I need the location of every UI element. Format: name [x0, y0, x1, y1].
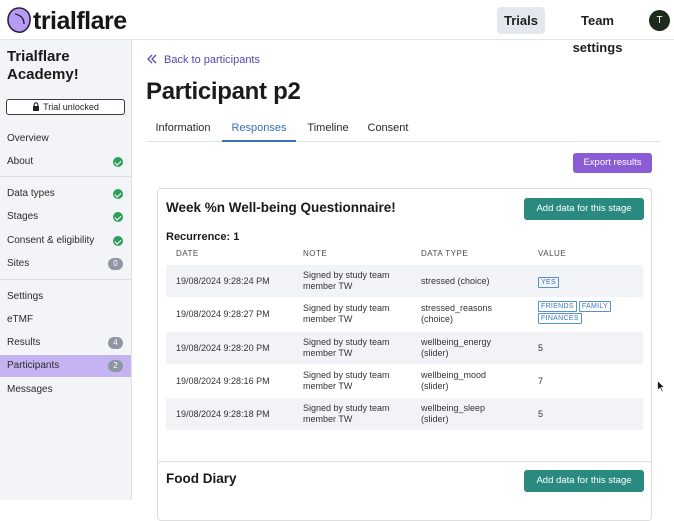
- cell-value: YES: [538, 276, 561, 289]
- sidebar-item-results[interactable]: Results 4: [0, 332, 131, 354]
- cell-date: 19/08/2024 9:28:18 PM: [176, 409, 270, 419]
- table-row: 19/08/2024 9:28:18 PM Signed by study te…: [166, 398, 643, 430]
- trialflare-logo-icon[interactable]: [6, 6, 32, 34]
- cell-note: Signed by study team member TW: [303, 303, 390, 324]
- cell-value: 7: [538, 376, 544, 386]
- stage-title: Week %n Well-being Questionnaire!: [166, 200, 396, 215]
- table-row: 19/08/2024 9:28:20 PM Signed by study te…: [166, 332, 643, 364]
- nav-team-settings[interactable]: Team settings: [572, 13, 623, 55]
- recurrence-label: Recurrence: 1: [166, 231, 240, 243]
- sidebar-item-etmf[interactable]: eTMF: [0, 309, 131, 331]
- tab-bar: Information Responses Timeline Consent: [146, 116, 661, 142]
- sidebar-item-label: Messages: [7, 384, 53, 395]
- check-circle-icon: [113, 189, 123, 199]
- sidebar-item-label: Consent & eligibility: [7, 235, 95, 246]
- sidebar-divider: [0, 176, 131, 177]
- mouse-pointer-icon: [657, 380, 665, 393]
- cell-note: Signed by study team member TW: [303, 370, 390, 391]
- brand-name[interactable]: trialflare: [33, 7, 127, 35]
- sidebar: Trialflare Academy! Trial unlocked Overv…: [0, 40, 132, 500]
- sidebar-item-label: About: [7, 156, 34, 167]
- cell-note: Signed by study team member TW: [303, 403, 390, 424]
- main-content: Back to participants Participant p2 Info…: [133, 40, 674, 521]
- sidebar-item-settings[interactable]: Settings: [0, 286, 131, 308]
- sidebar-item-sites[interactable]: Sites 0: [0, 253, 131, 275]
- sidebar-item-label: Stages: [7, 211, 39, 222]
- add-data-button[interactable]: Add data for this stage: [524, 198, 644, 220]
- cell-data-type: stressed (choice): [421, 276, 490, 286]
- trial-title: Trialflare Academy!: [7, 48, 79, 83]
- add-data-button[interactable]: Add data for this stage: [524, 470, 644, 492]
- trial-status-label: Trial unlocked: [43, 102, 99, 112]
- count-badge: 2: [108, 360, 123, 372]
- table-row: 19/08/2024 9:28:16 PM Signed by study te…: [166, 365, 643, 397]
- value-pill: FINANCES: [538, 313, 582, 324]
- sidebar-item-participants[interactable]: Participants 2: [0, 355, 131, 377]
- sidebar-item-data-types[interactable]: Data types: [0, 183, 131, 205]
- cell-note: Signed by study team member TW: [303, 337, 390, 358]
- sidebar-item-label: Results: [7, 337, 41, 348]
- stage-card: Food Diary Add data for this stage: [157, 461, 652, 521]
- tab-information[interactable]: Information: [155, 122, 211, 134]
- sidebar-item-label: Overview: [7, 133, 49, 144]
- cell-date: 19/08/2024 9:28:16 PM: [176, 376, 270, 386]
- check-circle-icon: [113, 236, 123, 246]
- count-badge: 0: [108, 258, 123, 270]
- column-header-date: DATE: [176, 249, 199, 258]
- lock-icon: [33, 102, 40, 111]
- cell-date: 19/08/2024 9:28:27 PM: [176, 309, 270, 319]
- tab-responses[interactable]: Responses: [222, 116, 296, 142]
- sidebar-item-stages[interactable]: Stages: [0, 206, 131, 228]
- stage-title: Food Diary: [166, 471, 237, 486]
- value-pill: FAMILY: [578, 301, 612, 312]
- sidebar-item-consent-eligibility[interactable]: Consent & eligibility: [0, 230, 131, 252]
- check-circle-icon: [113, 212, 123, 222]
- table-row: 19/08/2024 9:28:24 PM Signed by study te…: [166, 265, 643, 297]
- cell-data-type: wellbeing_sleep (slider): [421, 403, 486, 424]
- cell-value: FRIENDS FAMILYFINANCES: [538, 301, 638, 325]
- sidebar-item-label: eTMF: [7, 314, 34, 325]
- table-row: 19/08/2024 9:28:27 PM Signed by study te…: [166, 298, 643, 330]
- double-chevron-left-icon[interactable]: [146, 53, 158, 65]
- value-pill: YES: [538, 277, 559, 288]
- trial-status-badge: Trial unlocked: [6, 99, 125, 115]
- column-header-note: NOTE: [303, 249, 328, 258]
- cell-data-type: stressed_reasons (choice): [421, 303, 493, 324]
- sidebar-divider: [0, 279, 131, 280]
- top-bar: trialflare Trials Team settings T: [0, 0, 674, 55]
- column-header-value: VALUE: [538, 249, 567, 258]
- sidebar-item-label: Sites: [7, 258, 30, 269]
- tab-timeline[interactable]: Timeline: [307, 122, 349, 134]
- cell-date: 19/08/2024 9:28:20 PM: [176, 343, 270, 353]
- table-header: DATE NOTE DATA TYPE VALUE: [166, 249, 643, 263]
- cell-note: Signed by study team member TW: [303, 270, 390, 291]
- cell-value: 5: [538, 343, 544, 353]
- sidebar-item-about[interactable]: About: [0, 151, 131, 173]
- count-badge: 4: [108, 337, 123, 349]
- sidebar-item-overview[interactable]: Overview: [0, 128, 131, 150]
- cell-date: 19/08/2024 9:28:24 PM: [176, 276, 270, 286]
- sidebar-item-label: Data types: [7, 188, 55, 199]
- check-circle-icon: [113, 157, 123, 167]
- column-header-data-type: DATA TYPE: [421, 249, 469, 258]
- sidebar-item-label: Settings: [7, 291, 44, 302]
- tab-consent[interactable]: Consent: [367, 122, 409, 134]
- value-pill: FRIENDS: [538, 301, 577, 312]
- page-title: Participant p2: [146, 78, 301, 105]
- cell-value: 5: [538, 409, 544, 419]
- sidebar-item-label: Participants: [7, 360, 60, 371]
- sidebar-item-messages[interactable]: Messages: [0, 379, 131, 401]
- cell-data-type: wellbeing_energy (slider): [421, 337, 492, 358]
- cell-data-type: wellbeing_mood (slider): [421, 370, 487, 391]
- export-results-button[interactable]: Export results: [573, 153, 652, 173]
- nav-trials[interactable]: Trials: [497, 7, 545, 34]
- stage-card: Week %n Well-being Questionnaire! Add da…: [157, 188, 652, 478]
- back-to-participants-link[interactable]: Back to participants: [164, 54, 260, 66]
- avatar[interactable]: T: [649, 10, 670, 31]
